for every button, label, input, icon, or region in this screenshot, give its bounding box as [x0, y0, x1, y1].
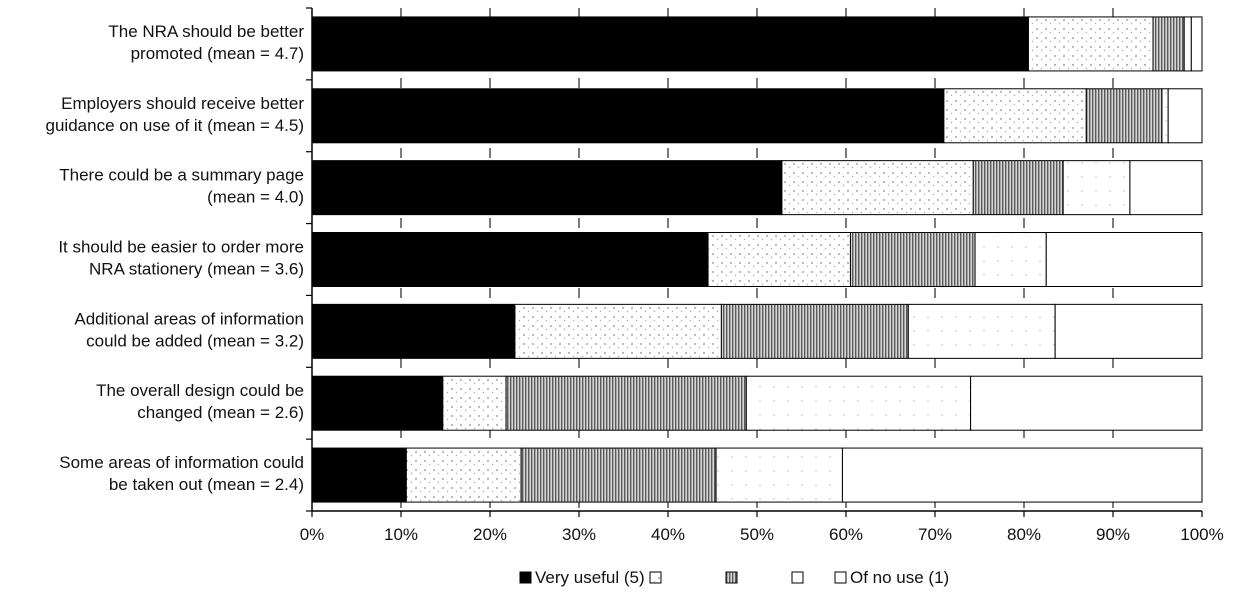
bar-segment-series-2: [514, 303, 722, 359]
x-tick-label: 30%: [562, 525, 596, 544]
legend-swatch: [649, 571, 662, 584]
bar-segment-series-1: [311, 375, 444, 431]
bar-segment-series-5: [970, 375, 1203, 431]
legend-swatch: [519, 571, 532, 584]
category-label: The NRA should be better promoted (mean =…: [108, 22, 304, 63]
bar-segment-series-3: [505, 375, 747, 431]
bar-segment-series-4: [1062, 160, 1131, 216]
bar-segment-series-5: [1054, 303, 1203, 359]
bar-row: [311, 160, 1203, 216]
bar-row: [311, 303, 1203, 359]
bar-segment-series-1: [311, 88, 945, 144]
category-label: Employers should receive better guidance …: [46, 94, 305, 135]
legend-swatch: [834, 571, 847, 584]
category-label: Some areas of information could be taken …: [59, 453, 304, 494]
category-label: It should be easier to order more NRA sta…: [58, 238, 304, 279]
bar-segment-series-2: [405, 447, 522, 503]
bar-segment-series-3: [1085, 88, 1163, 144]
bar-segment-series-3: [849, 232, 976, 287]
x-tick-label: 100%: [1180, 525, 1223, 544]
bar-segment-series-3: [972, 160, 1064, 216]
category-labels: The NRA should be better promoted (mean =…: [46, 22, 305, 494]
bar-segment-series-3: [1152, 16, 1185, 72]
category-label: There could be a summary page (mean = 4.0…: [59, 166, 304, 207]
bar-segment-series-2: [781, 160, 974, 216]
legend-label: Of no use (1): [850, 568, 949, 587]
bar-segment-series-4: [1183, 16, 1192, 72]
x-tick-label: 50%: [740, 525, 774, 544]
bar-segment-series-4: [907, 303, 1056, 359]
bar-row: [311, 232, 1203, 287]
bar-segment-series-5: [1045, 232, 1203, 287]
bar-segment-series-5: [1190, 16, 1203, 72]
bars: [311, 16, 1203, 503]
bar-segment-series-4: [974, 232, 1047, 287]
x-tick-label: 60%: [829, 525, 863, 544]
legend: Very useful (5) Of no use (1): [519, 568, 949, 587]
bar-segment-series-1: [311, 447, 407, 503]
x-tick-label: 70%: [918, 525, 952, 544]
legend-label: Very useful (5): [535, 568, 645, 587]
bar-segment-series-4: [745, 375, 972, 431]
bar-row: [311, 16, 1203, 72]
bar-segment-series-3: [720, 303, 909, 359]
bar-segment-series-5: [1129, 160, 1203, 216]
bar-segment-series-1: [311, 232, 709, 287]
bar-segment-series-1: [311, 160, 783, 216]
category-label: Additional areas of information could be …: [74, 309, 304, 350]
x-tick-labels: 0% 10% 20% 30% 40% 50% 60% 70% 80% 90% 100%: [300, 525, 1224, 544]
x-tick-label: 0%: [300, 525, 325, 544]
bar-segment-series-3: [520, 447, 717, 503]
bar-segment-series-1: [311, 16, 1029, 72]
bar-segment-series-4: [715, 447, 843, 503]
x-tick-label: 80%: [1007, 525, 1041, 544]
axes: [306, 7, 1203, 517]
bar-row: [311, 375, 1203, 431]
bar-segment-series-4: [1161, 88, 1169, 144]
bar-segment-series-2: [442, 375, 507, 431]
category-label: The overall design could be changed (mean…: [96, 381, 304, 422]
bar-row: [311, 447, 1203, 503]
bar-row: [311, 88, 1203, 144]
bar-segment-series-5: [841, 447, 1203, 503]
bar-segment-series-5: [1167, 88, 1203, 144]
x-tick-label: 90%: [1096, 525, 1130, 544]
x-tick-label: 20%: [473, 525, 507, 544]
bar-segment-series-1: [311, 303, 516, 359]
x-tick-label: 40%: [651, 525, 685, 544]
x-tick-label: 10%: [384, 525, 418, 544]
bar-segment-series-2: [943, 88, 1087, 144]
bar-segment-series-2: [1027, 16, 1154, 72]
bar-segment-series-2: [707, 232, 851, 287]
legend-swatch: [725, 571, 738, 584]
legend-swatch: [791, 571, 804, 584]
